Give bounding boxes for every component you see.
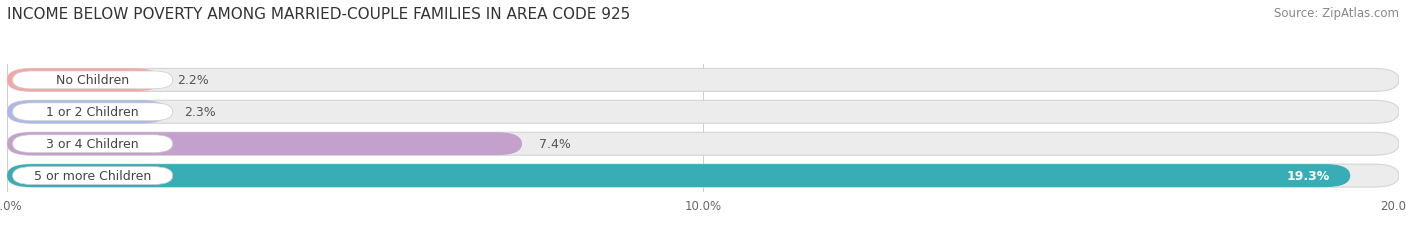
FancyBboxPatch shape (7, 101, 167, 124)
FancyBboxPatch shape (7, 133, 1399, 155)
FancyBboxPatch shape (13, 135, 173, 153)
Text: 3 or 4 Children: 3 or 4 Children (46, 138, 139, 151)
Text: 2.3%: 2.3% (184, 106, 217, 119)
FancyBboxPatch shape (7, 164, 1399, 187)
FancyBboxPatch shape (7, 69, 1399, 92)
FancyBboxPatch shape (7, 164, 1350, 187)
Text: 5 or more Children: 5 or more Children (34, 169, 152, 182)
FancyBboxPatch shape (13, 167, 173, 185)
FancyBboxPatch shape (13, 72, 173, 89)
Text: 1 or 2 Children: 1 or 2 Children (46, 106, 139, 119)
Text: 19.3%: 19.3% (1286, 169, 1330, 182)
FancyBboxPatch shape (7, 69, 160, 92)
Text: No Children: No Children (56, 74, 129, 87)
Text: Source: ZipAtlas.com: Source: ZipAtlas.com (1274, 7, 1399, 20)
Text: 7.4%: 7.4% (540, 138, 571, 151)
FancyBboxPatch shape (7, 133, 522, 155)
Text: 2.2%: 2.2% (177, 74, 209, 87)
FancyBboxPatch shape (7, 101, 1399, 124)
FancyBboxPatch shape (13, 103, 173, 121)
Text: INCOME BELOW POVERTY AMONG MARRIED-COUPLE FAMILIES IN AREA CODE 925: INCOME BELOW POVERTY AMONG MARRIED-COUPL… (7, 7, 630, 22)
